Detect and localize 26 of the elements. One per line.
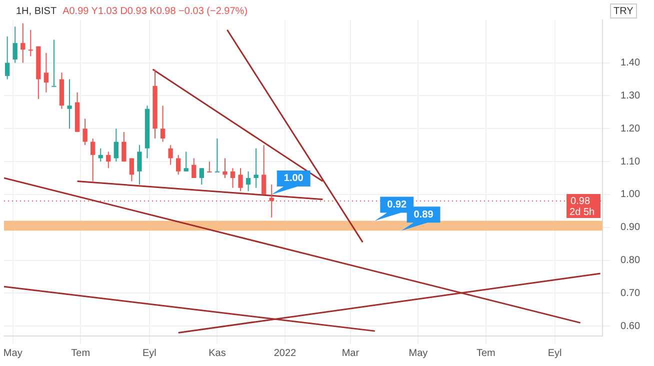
y-tick-label: 1.20 (620, 123, 640, 134)
annotation: 0.89 (414, 209, 434, 220)
text: TRY (614, 6, 634, 17)
y-tick-label: 1.40 (620, 58, 640, 69)
y-tick-label: 0.70 (620, 288, 640, 299)
x-tick-label: Tem (476, 348, 496, 359)
y-tick-label: 1.30 (620, 90, 640, 102)
x-tick-label: Kas (208, 348, 226, 359)
y-tick-label: 1.00 (620, 189, 640, 200)
x-tick-label: May (408, 348, 428, 359)
x-tick-label: Mar (342, 348, 360, 359)
chart-title: 1H, BIST (16, 6, 57, 17)
annotation: 0.92 (387, 200, 408, 211)
y-tick-label: 0.60 (620, 320, 640, 332)
annotation: 1.00 (284, 173, 304, 184)
annotation: 2d 5h (570, 206, 595, 218)
y-tick-label: 0.90 (620, 222, 640, 234)
y-tick-label: 1.10 (620, 156, 640, 168)
x-tick-label: Tem (71, 348, 90, 359)
x-tick-label: 2022 (274, 348, 297, 359)
ref-line-label: 0.98 (570, 196, 590, 207)
x-tick-label: May (3, 348, 22, 359)
chart-subtitle: A0.99 Y1.03 D0.93 K0.98 −0.03 (−2.97%) (62, 6, 248, 17)
y-tick-label: 0.80 (620, 255, 640, 266)
x-tick-label: Eyl (548, 348, 562, 359)
x-tick-label: Eyl (142, 348, 156, 359)
